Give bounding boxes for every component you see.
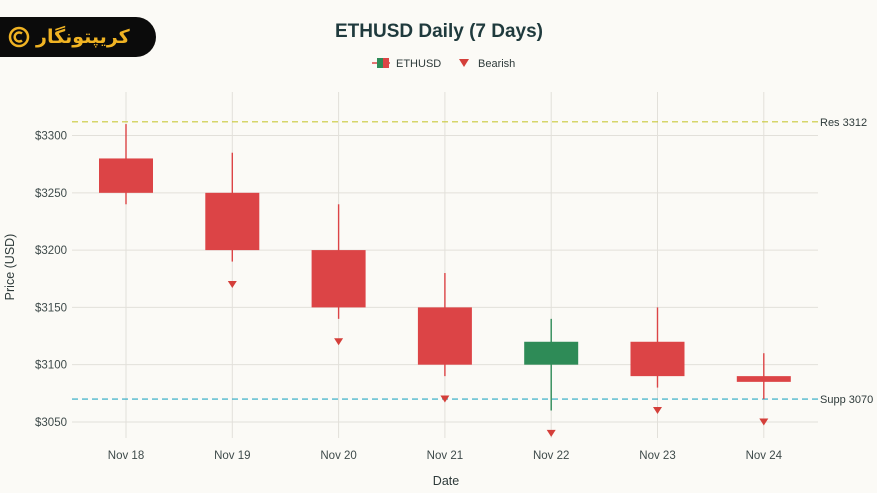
y-tick-label: $3200	[35, 245, 67, 257]
y-axis-title: Price (USD)	[3, 234, 17, 301]
legend-item-ethusd[interactable]: ETHUSD	[372, 58, 441, 70]
x-tick-label: Nov 19	[214, 450, 250, 462]
legend-item-bearish[interactable]: Bearish	[459, 58, 515, 70]
candle	[524, 318, 579, 411]
x-tick-label: Nov 21	[427, 450, 463, 462]
candle	[99, 124, 153, 205]
candle	[736, 353, 791, 400]
candle	[205, 152, 260, 262]
y-tick-label: $3250	[35, 188, 67, 200]
x-tick-label: Nov 22	[533, 450, 569, 462]
bearish-marker	[334, 338, 344, 346]
candle-body	[311, 250, 366, 308]
legend-triangle-icon	[459, 59, 469, 67]
x-tick-label: Nov 23	[639, 450, 675, 462]
bearish-marker	[440, 395, 450, 403]
candle-body	[736, 376, 791, 382]
bearish-marker	[546, 429, 556, 437]
x-tick-label: Nov 20	[320, 450, 356, 462]
x-tick-label: Nov 18	[108, 450, 144, 462]
reference-line-label: Supp 3070	[820, 394, 873, 406]
candle	[417, 273, 472, 377]
coin-icon	[8, 26, 30, 48]
y-tick-label: $3150	[35, 302, 67, 314]
bearish-marker	[759, 418, 769, 426]
bearish-marker	[227, 280, 237, 288]
candle	[311, 204, 366, 319]
y-tick-label: $3100	[35, 360, 67, 372]
grid	[72, 92, 818, 438]
candle-body	[524, 341, 579, 365]
candle	[630, 307, 685, 388]
candle-body	[417, 307, 472, 365]
axes: $3050 $3100 $3150 $3200 $3250 $3300 Nov 18 Nov …	[35, 131, 783, 462]
candle-body	[99, 158, 153, 193]
reference-line-label: Res 3312	[820, 117, 867, 129]
x-axis-title: Date	[433, 474, 459, 488]
y-tick-label: $3300	[35, 131, 67, 143]
brand-name: کریپتونگار	[36, 26, 130, 48]
reference-lines: Res 3312 Supp 3070	[72, 117, 873, 406]
y-tick-label: $3050	[35, 417, 67, 429]
candle-body	[205, 192, 260, 251]
legend-label-ethusd: ETHUSD	[396, 58, 441, 70]
legend: ETHUSD Bearish	[372, 58, 515, 70]
bearish-marker	[653, 407, 662, 415]
x-tick-label: Nov 24	[746, 450, 783, 462]
chart-title: ETHUSD Daily (7 Days)	[335, 21, 543, 42]
candles	[99, 124, 791, 411]
brand-logo: کریپتونگار	[0, 17, 156, 57]
bearish-markers	[227, 280, 769, 437]
legend-label-bearish: Bearish	[478, 58, 515, 70]
candle-body	[630, 341, 685, 377]
